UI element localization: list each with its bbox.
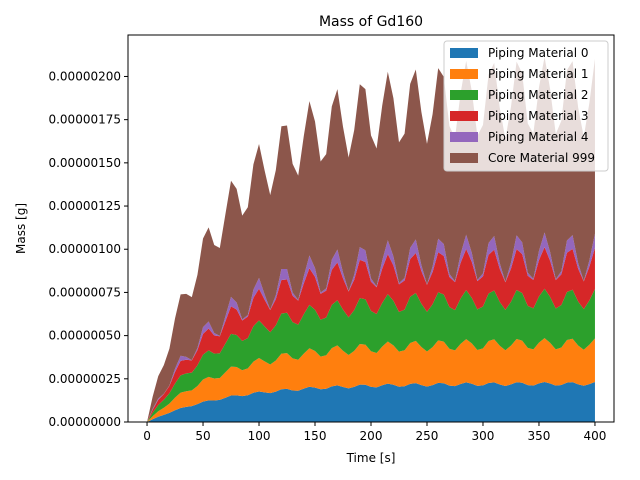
y-tick-label: 0.00000000 (48, 415, 121, 429)
area-piping-material-2 (147, 288, 595, 422)
legend-swatch (450, 153, 478, 163)
x-tick-label: 400 (584, 429, 607, 443)
legend-label: Core Material 999 (488, 151, 595, 165)
x-axis-label: Time [s] (346, 451, 396, 465)
legend-label: Piping Material 0 (488, 46, 589, 60)
y-tick-label: 0.00000150 (48, 156, 121, 170)
y-tick-label: 0.00000200 (48, 69, 121, 83)
legend: Piping Material 0 Piping Material 1 Piping… (443, 40, 609, 172)
x-axis-ticks: 0 50 100 150 200 250 300 350 400 (143, 422, 606, 443)
y-axis-ticks: 0.00000000 0.00000025 0.00000050 0.00000075… (48, 69, 128, 429)
legend-label: Piping Material 1 (488, 67, 589, 81)
x-tick-label: 200 (360, 429, 383, 443)
legend-label: Piping Material 4 (488, 130, 589, 144)
area-piping-material-4 (147, 232, 595, 422)
chart-title: Mass of Gd160 (319, 14, 423, 30)
y-tick-label: 0.00000125 (48, 199, 121, 213)
legend-label: Piping Material 2 (488, 88, 589, 102)
area-piping-material-0 (147, 381, 595, 422)
y-axis-label: Mass [g] (14, 203, 28, 254)
x-tick-label: 50 (195, 429, 210, 443)
x-tick-label: 100 (248, 429, 271, 443)
legend-swatch (450, 90, 478, 100)
y-tick-label: 0.00000075 (48, 285, 121, 299)
legend-swatch (450, 69, 478, 79)
x-tick-label: 0 (143, 429, 151, 443)
x-tick-label: 250 (416, 429, 439, 443)
y-tick-label: 0.00000025 (48, 372, 121, 386)
legend-swatch (450, 48, 478, 58)
x-tick-label: 150 (304, 429, 327, 443)
y-tick-label: 0.00000050 (48, 329, 121, 343)
legend-swatch (450, 111, 478, 121)
y-tick-label: 0.00000175 (48, 113, 121, 127)
legend-swatch (450, 132, 478, 142)
x-tick-label: 300 (472, 429, 495, 443)
x-tick-label: 350 (528, 429, 551, 443)
area-piping-material-3 (147, 247, 595, 422)
area-piping-material-1 (147, 338, 595, 422)
y-tick-label: 0.00000100 (48, 242, 121, 256)
legend-box (443, 40, 609, 172)
legend-label: Piping Material 3 (488, 109, 589, 123)
